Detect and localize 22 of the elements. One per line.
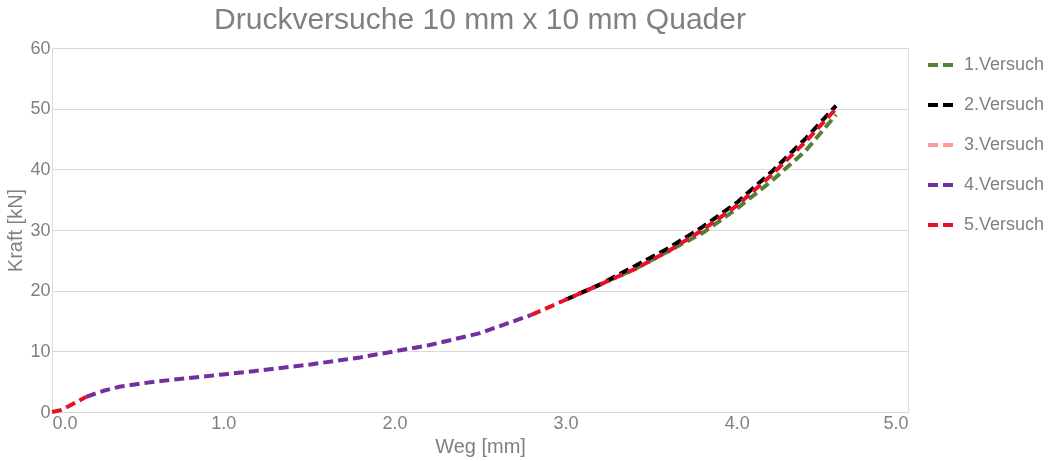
x-tick-label: 1.0 [211, 412, 237, 433]
x-tick-label: 3.0 [553, 412, 579, 433]
y-tick-label: 20 [30, 280, 51, 301]
y-tick-label: 0 [40, 401, 51, 422]
y-tick-label: 50 [30, 98, 51, 119]
x-tick-label: 5.0 [883, 412, 909, 433]
x-tick-label: 4.0 [724, 412, 750, 433]
legend-label: 3.Versuch [964, 134, 1045, 154]
x-tick-label: 0.0 [52, 412, 78, 433]
legend-label: 1.Versuch [964, 54, 1045, 74]
x-axis-title: Weg [mm] [435, 434, 526, 457]
line-series [84, 312, 534, 399]
x-tick-label: 2.0 [382, 412, 408, 433]
y-tick-label: 10 [30, 340, 51, 361]
legend-label: 2.Versuch [964, 94, 1045, 114]
legend-label: 4.Versuch [964, 174, 1045, 194]
y-tick-label: 30 [30, 219, 51, 240]
y-tick-label: 60 [30, 37, 51, 58]
chart-title: Druckversuche 10 mm x 10 mm Quader [214, 2, 746, 35]
y-axis-title: Kraft [kN] [4, 188, 27, 273]
legend-label: 5.Versuch [964, 214, 1045, 234]
y-tick-label: 40 [30, 158, 51, 179]
